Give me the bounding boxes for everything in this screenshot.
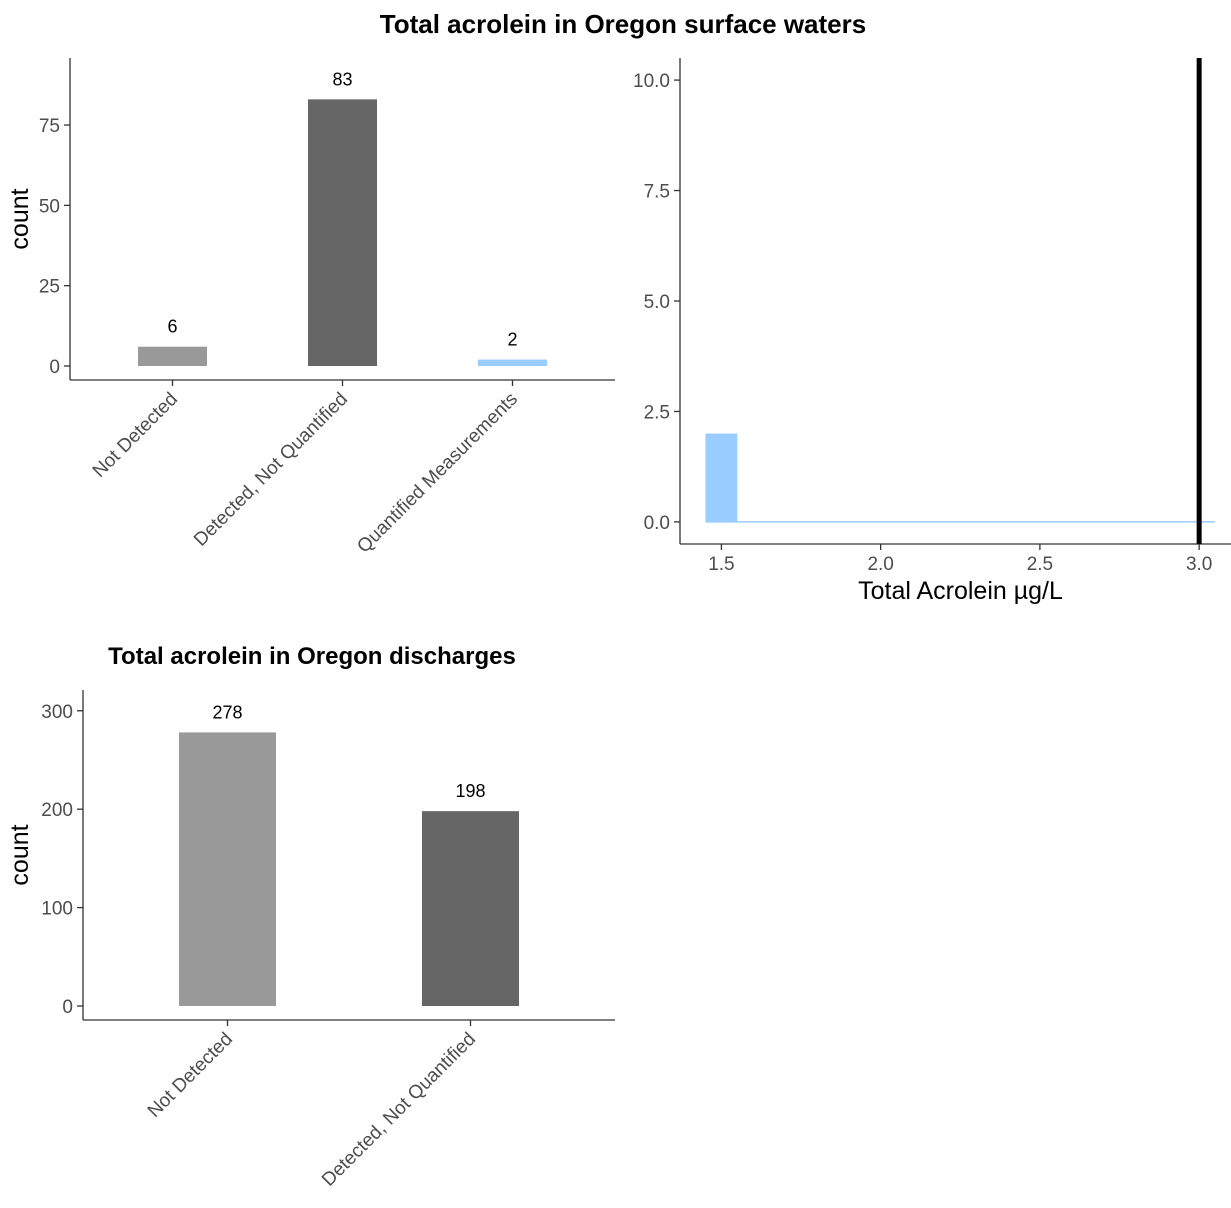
discharge-bar-chart: Total acrolein in Oregon discharges 0 100 2…: [6, 643, 615, 1191]
panel-title: Total acrolein in Oregon discharges: [108, 643, 516, 670]
y-tick-label: 7.5: [644, 182, 670, 203]
bar: [138, 346, 207, 366]
y-tick-label: 100: [41, 899, 73, 920]
data-label: 83: [332, 69, 352, 89]
y-tick-label: 75: [39, 116, 60, 137]
bar: [308, 99, 377, 366]
y-tick-label: 200: [41, 800, 73, 821]
x-tick-label: 2.0: [867, 554, 893, 575]
y-tick-label: 300: [41, 702, 73, 723]
surface-histogram: 0.0 2.5 5.0 7.5 10.0 1.5 2.0 2.5 3.0 Total Acrole…: [633, 58, 1231, 605]
x-tick-label: Quantified Measurements: [353, 389, 522, 558]
x-tick-label: Detected, Not Quantified: [190, 389, 352, 551]
y-tick-label: 5.0: [644, 292, 670, 313]
bar: [179, 732, 276, 1006]
x-tick-label: 3.0: [1186, 554, 1212, 575]
data-label: 6: [167, 317, 177, 337]
y-tick-label: 0: [49, 357, 60, 378]
y-tick-label: 10.0: [633, 71, 670, 92]
y-tick-label: 50: [39, 196, 60, 217]
surface-bar-chart: 0 25 50 75 count 6 Not Detected 83 Detected, Not…: [6, 58, 615, 557]
y-tick-label: 2.5: [644, 402, 670, 423]
y-tick-label: 0.0: [644, 513, 670, 534]
bar: [422, 811, 519, 1006]
y-axis-label: count: [6, 188, 34, 249]
x-axis-label: Total Acrolein µg/L: [858, 577, 1063, 605]
data-label: 278: [212, 702, 242, 722]
y-tick-label: 0: [62, 997, 73, 1018]
x-tick-label: 2.5: [1027, 554, 1053, 575]
bar: [478, 359, 547, 366]
data-label: 2: [507, 330, 517, 350]
histogram-bar: [705, 433, 738, 522]
x-tick-label: Detected, Not Quantified: [318, 1029, 480, 1191]
x-tick-label: Not Detected: [89, 389, 182, 482]
y-axis-label: count: [6, 824, 34, 885]
x-tick-label: Not Detected: [144, 1029, 237, 1122]
data-label: 198: [455, 781, 485, 801]
figure-title: Total acrolein in Oregon surface waters: [380, 9, 866, 39]
x-tick-label: 1.5: [708, 554, 734, 575]
y-tick-label: 25: [39, 277, 60, 298]
